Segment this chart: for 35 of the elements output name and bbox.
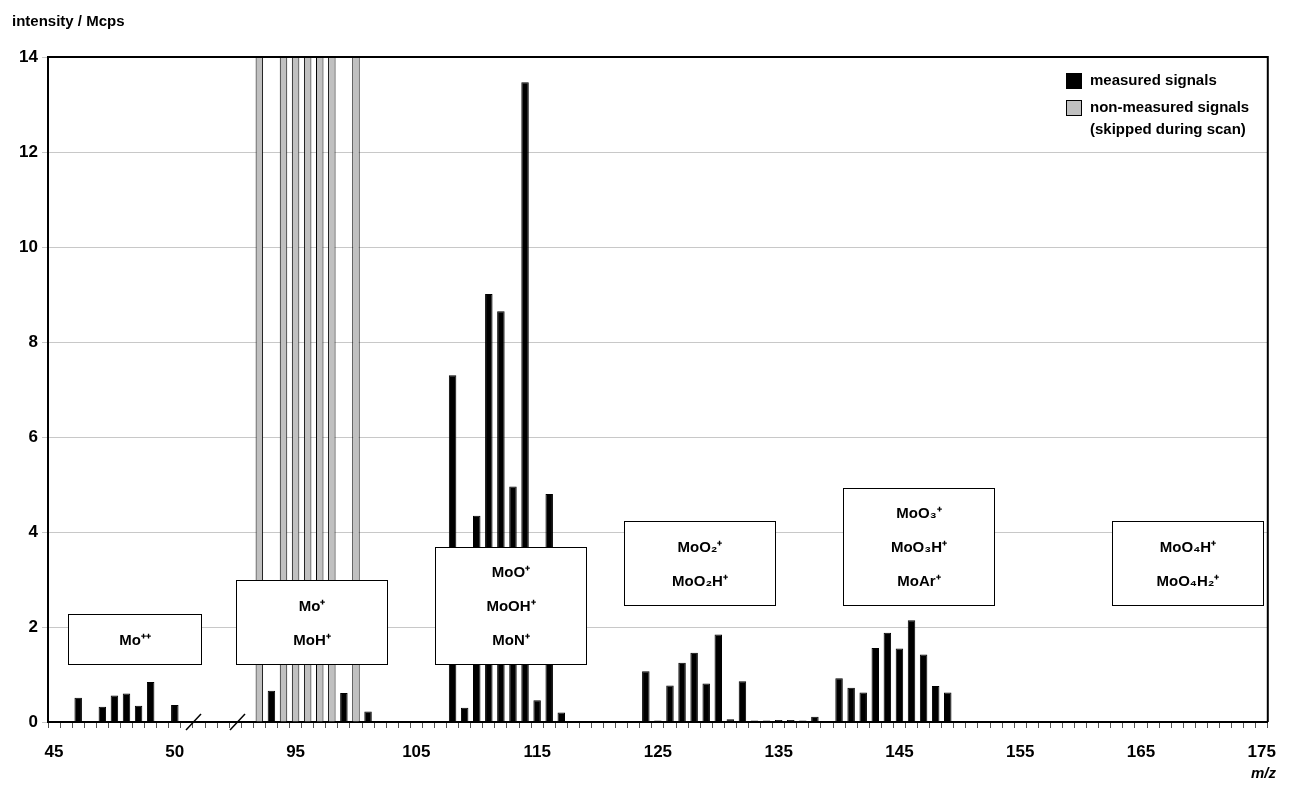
y-tick-label: 6 — [28, 426, 38, 446]
label-box: Mo⁺⁺ — [68, 614, 202, 665]
y-tick-label: 2 — [28, 616, 38, 636]
y-tick-label: 12 — [19, 141, 38, 161]
y-tick-label: 0 — [28, 711, 38, 731]
x-tick-label: 145 — [885, 741, 914, 761]
x-tick-label: 50 — [165, 741, 185, 761]
y-tick-label: 4 — [28, 521, 39, 541]
y-axis-title: intensity / Mcps — [12, 12, 125, 29]
y-tick-label: 14 — [19, 46, 39, 66]
y-tick-label: 8 — [28, 331, 38, 351]
label-box: MoO₃⁺ MoO₃H⁺ MoAr⁺ — [843, 488, 995, 606]
annotation: MoO⁺ MoOH⁺ MoN⁺ — [486, 562, 536, 650]
x-tick-label: 155 — [1006, 741, 1035, 761]
x-tick-label: 115 — [523, 741, 551, 761]
label-box: MoO⁺ MoOH⁺ MoN⁺ — [435, 547, 587, 665]
label-box: Mo⁺ MoH⁺ — [236, 580, 388, 665]
x-tick-label: 95 — [286, 741, 306, 761]
x-tick-label: 165 — [1126, 741, 1156, 761]
x-axis-title: m/z — [1250, 764, 1276, 781]
annotation: Mo⁺ MoH⁺ — [293, 595, 331, 650]
x-tick-label: 105 — [402, 741, 431, 761]
y-tick-label: 10 — [19, 236, 38, 256]
x-tick-label: 135 — [764, 741, 793, 761]
legend-label: non-measured signals (skipped during scan) — [1090, 97, 1251, 139]
x-tick-label: 175 — [1247, 741, 1276, 761]
annotation: Mo⁺⁺ — [119, 629, 151, 650]
legend-label: measured signals — [1090, 70, 1217, 90]
label-box: MoO₄H⁺ MoO₄H₂⁺ — [1112, 521, 1264, 606]
x-tick-label: 45 — [44, 741, 64, 761]
x-tick-label: 125 — [643, 741, 673, 761]
annotation: MoO₂⁺ MoO₂H⁺ — [672, 536, 728, 591]
annotation: MoO₄H⁺ MoO₄H₂⁺ — [1156, 536, 1220, 591]
annotation: MoO₃⁺ MoO₃H⁺ MoAr⁺ — [890, 503, 948, 591]
label-box: MoO₂⁺ MoO₂H⁺ — [624, 521, 776, 606]
